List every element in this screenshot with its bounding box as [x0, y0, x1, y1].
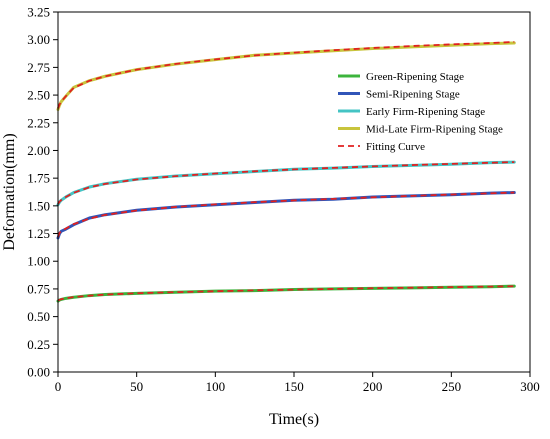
y-tick-label: 0.75 — [27, 281, 50, 296]
y-tick-label: 0.25 — [27, 337, 50, 352]
y-axis-title: Deformation(mm) — [1, 133, 18, 250]
fitting-curve-3 — [57, 41, 515, 109]
x-axis: 0 50 100 150 200 250 300 — [55, 372, 540, 394]
x-tick-label: 300 — [520, 379, 540, 394]
y-tick-label: 2.75 — [27, 60, 50, 75]
series-line-1 — [56, 191, 516, 240]
x-tick-label: 50 — [130, 379, 143, 394]
legend-label: Semi-Ripening Stage — [366, 89, 460, 101]
legend-label: Fitting Curve — [366, 141, 425, 153]
x-tick-label: 250 — [442, 379, 462, 394]
legend-label: Green-Ripening Stage — [366, 71, 464, 83]
y-tick-label: 1.00 — [27, 254, 50, 269]
legend-label: Mid-Late Firm-Ripening Stage — [366, 124, 503, 136]
legend-item: Mid-Late Firm-Ripening Stage — [338, 124, 503, 136]
plot-frame — [57, 11, 531, 373]
x-tick-label: 200 — [363, 379, 383, 394]
y-tick-label: 1.50 — [27, 198, 50, 213]
legend-label: Early Firm-Ripening Stage — [366, 106, 485, 118]
legend-item: Fitting Curve — [338, 141, 425, 153]
fitting-curve-2 — [57, 161, 515, 205]
x-tick-label: 150 — [284, 379, 304, 394]
x-tick-label: 100 — [206, 379, 226, 394]
x-axis-title: Time(s) — [269, 411, 319, 428]
y-tick-label: 0.00 — [27, 365, 50, 380]
legend-item: Early Firm-Ripening Stage — [338, 106, 485, 118]
series-line-0 — [56, 284, 516, 303]
series-line-2 — [56, 160, 516, 207]
fitting-curve-1 — [57, 191, 515, 238]
y-tick-label: 1.25 — [27, 226, 50, 241]
y-tick-label: 3.00 — [27, 32, 50, 47]
plot-lines — [56, 41, 516, 303]
y-tick-label: 2.25 — [27, 115, 50, 130]
x-tick-label: 0 — [55, 379, 62, 394]
y-axis: 0.00 0.25 0.50 0.75 1.00 1.25 1.50 1.75 2.00 2.25… — [27, 5, 58, 380]
y-tick-label: 0.50 — [27, 309, 50, 324]
y-tick-label: 3.25 — [27, 5, 50, 20]
fitting-curve-0 — [57, 285, 515, 302]
y-tick-label: 1.75 — [27, 171, 50, 186]
legend-item: Green-Ripening Stage — [338, 71, 464, 83]
legend-item: Semi-Ripening Stage — [338, 89, 460, 101]
y-tick-label: 2.50 — [27, 88, 50, 103]
chart-legend: Green-Ripening Stage Semi-Ripening Stage E… — [338, 71, 503, 153]
y-tick-label: 2.00 — [27, 143, 50, 158]
